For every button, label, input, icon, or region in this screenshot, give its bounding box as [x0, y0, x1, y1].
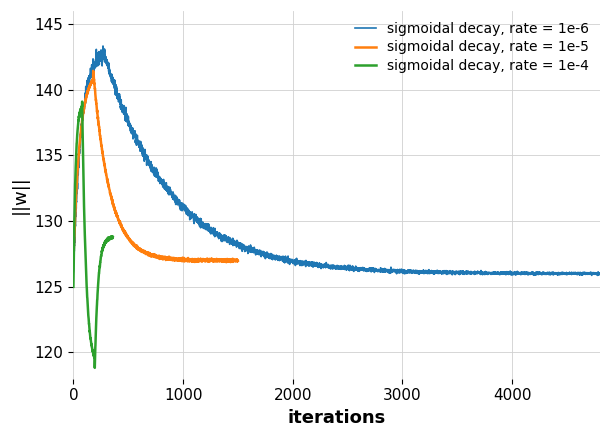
sigmoidal decay, rate = 1e-6 [376, 269, 384, 275]
sigmoidal decay, rate = 1e-6 [391, 268, 398, 273]
sigmoidal decay, rate = 1e-6 [596, 270, 604, 276]
sigmoidal decay, rate = 1e-5 [82, 94, 90, 99]
sigmoidal decay, rate = 1e-5 [234, 258, 241, 264]
sigmoidal decay, rate = 1e-6 [471, 271, 478, 276]
sigmoidal decay, rate = 1e-4 [82, 247, 89, 252]
sigmoidal decay, rate = 1e-6 [100, 43, 107, 49]
sigmoidal decay, rate = 1e-6 [70, 269, 77, 275]
sigmoidal decay, rate = 1e-6 [88, 62, 95, 67]
sigmoidal decay, rate = 1e-4 [107, 234, 114, 239]
sigmoidal decay, rate = 1e-5 [70, 258, 77, 263]
sigmoidal decay, rate = 1e-4 [83, 282, 90, 287]
sigmoidal decay, rate = 1e-5 [163, 256, 170, 261]
sigmoidal decay, rate = 1e-5 [146, 253, 153, 258]
sigmoidal decay, rate = 1e-4 [84, 295, 91, 300]
sigmoidal decay, rate = 1e-4 [87, 337, 94, 343]
sigmoidal decay, rate = 1e-6 [594, 273, 601, 278]
X-axis label: iterations: iterations [288, 409, 386, 427]
sigmoidal decay, rate = 1e-4 [91, 365, 98, 371]
sigmoidal decay, rate = 1e-5 [143, 251, 150, 256]
sigmoidal decay, rate = 1e-4 [70, 284, 77, 290]
Line: sigmoidal decay, rate = 1e-4: sigmoidal decay, rate = 1e-4 [73, 102, 113, 368]
Line: sigmoidal decay, rate = 1e-6: sigmoidal decay, rate = 1e-6 [73, 46, 600, 276]
sigmoidal decay, rate = 1e-5 [90, 68, 97, 74]
Legend: sigmoidal decay, rate = 1e-6, sigmoidal decay, rate = 1e-5, sigmoidal decay, rat: sigmoidal decay, rate = 1e-6, sigmoidal … [351, 18, 593, 77]
sigmoidal decay, rate = 1e-4 [75, 121, 82, 126]
sigmoidal decay, rate = 1e-6 [272, 256, 279, 261]
sigmoidal decay, rate = 1e-4 [109, 235, 117, 240]
sigmoidal decay, rate = 1e-5 [89, 78, 97, 83]
sigmoidal decay, rate = 1e-5 [222, 260, 230, 265]
sigmoidal decay, rate = 1e-4 [78, 99, 86, 104]
Line: sigmoidal decay, rate = 1e-5: sigmoidal decay, rate = 1e-5 [73, 71, 238, 262]
sigmoidal decay, rate = 1e-5 [139, 248, 147, 253]
sigmoidal decay, rate = 1e-6 [317, 263, 324, 268]
Y-axis label: ||w||: ||w|| [11, 176, 29, 214]
